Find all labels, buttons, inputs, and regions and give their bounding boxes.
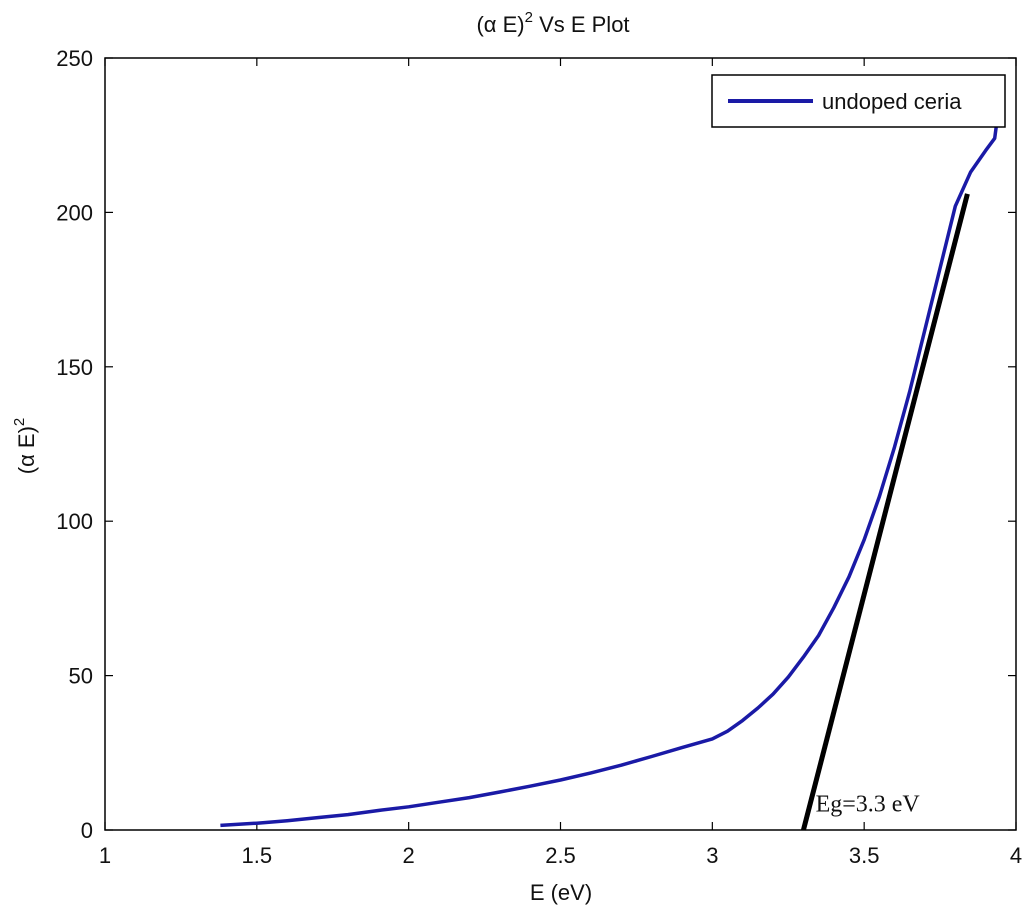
x-axis-label: E (eV)	[530, 880, 592, 905]
y-axis-label: (α E)2	[11, 418, 39, 475]
series-line-undoped-ceria	[220, 91, 1003, 828]
x-tick-label: 2	[403, 843, 415, 868]
band-gap-annotation: Eg=3.3 eV	[816, 791, 921, 817]
x-tick-label: 4	[1010, 843, 1022, 868]
x-axis-ticks: 1 1.5 2 2.5 3 3.5 4	[99, 58, 1022, 868]
x-tick-label: 1.5	[242, 843, 273, 868]
legend-box	[711, 74, 1006, 128]
tangent-line	[801, 193, 970, 831]
chart-title: (α E)2 Vs E Plot	[476, 9, 629, 37]
y-tick-label: 0	[81, 818, 93, 843]
x-tick-label: 2.5	[545, 843, 576, 868]
y-axis-ticks: 0 50 100 150 200 250	[56, 46, 1016, 843]
y-tick-label: 100	[56, 509, 93, 534]
x-tick-label: 1	[99, 843, 111, 868]
y-tick-label: 50	[69, 664, 93, 689]
y-tick-label: 150	[56, 355, 93, 380]
x-tick-label: 3.5	[849, 843, 880, 868]
x-tick-label: 3	[706, 843, 718, 868]
legend-label: undoped ceria	[822, 89, 962, 114]
y-tick-label: 200	[56, 200, 93, 225]
y-tick-label: 250	[56, 46, 93, 71]
legend: undoped ceria	[711, 74, 1006, 128]
